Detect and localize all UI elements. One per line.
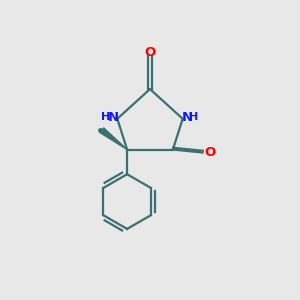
Text: O: O [144, 46, 156, 59]
Text: H: H [189, 112, 199, 122]
Text: N: N [182, 111, 193, 124]
Polygon shape [100, 128, 127, 150]
Text: O: O [204, 146, 216, 159]
Text: H: H [101, 112, 111, 122]
Text: N: N [107, 111, 118, 124]
